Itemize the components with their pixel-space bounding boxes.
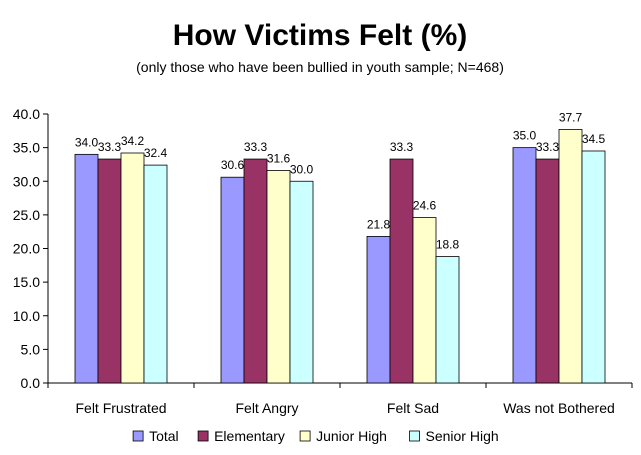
bar	[412, 217, 437, 384]
data-label: 35.0	[513, 129, 537, 143]
chart-subtitle: (only those who have been bullied in you…	[136, 59, 504, 75]
data-label: 30.0	[290, 162, 314, 176]
bar	[120, 152, 145, 384]
data-label: 33.3	[390, 140, 414, 154]
x-tick-label: Felt Frustrated	[75, 400, 166, 416]
bar	[535, 158, 560, 384]
y-tick-label: 25.0	[13, 207, 40, 223]
data-label: 33.3	[536, 140, 560, 154]
bar	[581, 150, 606, 384]
y-tick-label: 10.0	[13, 308, 40, 324]
data-label: 34.0	[75, 135, 99, 149]
legend-swatch	[197, 430, 209, 442]
data-label: 30.6	[221, 158, 245, 172]
x-tick-label: Was not Bothered	[503, 400, 615, 416]
data-label: 33.3	[98, 140, 122, 154]
bar	[389, 158, 414, 384]
y-tick-label: 5.0	[21, 341, 41, 357]
x-tick-label: Felt Angry	[235, 400, 298, 416]
bar	[220, 176, 245, 384]
y-tick-label: 30.0	[13, 173, 40, 189]
data-label: 34.2	[121, 134, 145, 148]
legend-swatch	[299, 430, 311, 442]
legend-label: Elementary	[214, 428, 285, 444]
y-tick-label: 40.0	[13, 106, 40, 122]
bar	[512, 147, 537, 384]
legend: Total Elementary Junior High Senior High	[132, 428, 499, 444]
y-tick-label: 35.0	[13, 140, 40, 156]
data-label: 24.6	[413, 199, 437, 213]
legend-swatch	[132, 430, 144, 442]
y-tick-label: 15.0	[13, 274, 40, 290]
legend-label: Junior High	[316, 428, 387, 444]
data-label: 21.8	[367, 217, 391, 231]
legend-swatch	[409, 430, 420, 442]
data-label: 18.8	[436, 238, 460, 252]
y-tick-label: 0.0	[21, 375, 41, 391]
chart-title: How Victims Felt (%)	[173, 19, 468, 52]
bar	[435, 256, 460, 384]
bar	[74, 153, 99, 384]
bar	[266, 170, 291, 384]
data-label: 34.5	[582, 132, 606, 146]
legend-label: Senior High	[426, 428, 499, 444]
bar	[366, 235, 391, 384]
bar	[97, 158, 122, 384]
bar	[289, 180, 314, 384]
data-label: 33.3	[244, 140, 268, 154]
legend-label: Total	[149, 428, 179, 444]
bar	[558, 129, 583, 384]
y-tick-label: 20.0	[13, 241, 40, 257]
data-label: 37.7	[559, 110, 583, 124]
data-label: 32.4	[144, 146, 168, 160]
x-tick-label: Felt Sad	[387, 400, 439, 416]
plot-area: 0.05.010.015.020.025.030.035.040.034.0 33…	[13, 106, 633, 416]
bar	[143, 164, 168, 384]
data-label: 31.6	[267, 151, 291, 165]
bar	[243, 158, 268, 384]
